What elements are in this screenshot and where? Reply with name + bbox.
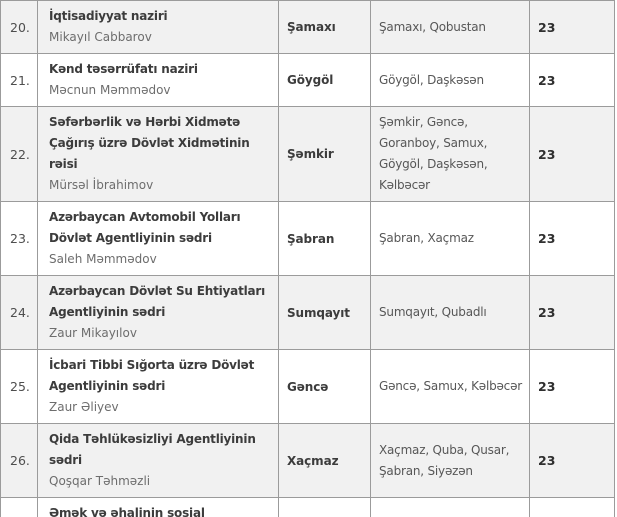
official-cell: Azərbaycan Avtomobil Yolları Dövlət Agen… xyxy=(37,201,279,276)
official-title: İqtisadiyyat naziri xyxy=(49,9,168,23)
official-name: Mikayıl Cabbarov xyxy=(49,30,152,44)
coverage-cell: Xaçmaz, Quba, Qusar, Şabran, Siyəzən xyxy=(370,423,530,498)
region-cell: Sumqayıt xyxy=(278,275,371,350)
table-row: 24. Azərbaycan Dövlət Su Ehtiyatları Age… xyxy=(0,275,615,350)
count-cell: 23 xyxy=(529,0,615,54)
row-number: 26. xyxy=(0,423,38,498)
official-name: Saleh Məmmədov xyxy=(49,252,157,266)
row-number: 21. xyxy=(0,53,38,107)
row-number: 23. xyxy=(0,201,38,276)
coverage-cell: Göygöl, Daşkəsən xyxy=(370,53,530,107)
official-title: İcbari Tibbi Sığorta üzrə Dövlət Agentli… xyxy=(49,358,255,393)
table-row: 25. İcbari Tibbi Sığorta üzrə Dövlət Age… xyxy=(0,349,615,424)
count-cell: 23 xyxy=(529,349,615,424)
official-name: Qoşqar Təhməzli xyxy=(49,474,151,488)
region-cell: Şamaxı xyxy=(278,0,371,54)
count-cell: 23 xyxy=(529,53,615,107)
coverage-cell: Şabran, Xaçmaz xyxy=(370,201,530,276)
official-title: Əmək və əhalinin sosial müdafiəsi naziri xyxy=(49,506,205,517)
official-title: Azərbaycan Dövlət Su Ehtiyatları Agentli… xyxy=(49,284,266,319)
official-cell: Səfərbərlik və Hərbi Xidmətə Çağırış üzr… xyxy=(37,106,279,202)
official-cell: Əmək və əhalinin sosial müdafiəsi naziri… xyxy=(37,497,279,517)
row-number: 22. xyxy=(0,106,38,202)
count-cell: 23 xyxy=(529,106,615,202)
count-cell: 23 xyxy=(529,423,615,498)
official-name: Zaur Mikayılov xyxy=(49,326,137,340)
official-cell: Kənd təsərrüfatı naziri Məcnun Məmmədov xyxy=(37,53,279,107)
coverage-cell: Salyan, Neftçala xyxy=(370,497,530,517)
row-number: 27. xyxy=(0,497,38,517)
table-row: 27. Əmək və əhalinin sosial müdafiəsi na… xyxy=(0,497,615,517)
table-row: 21. Kənd təsərrüfatı naziri Məcnun Məmmə… xyxy=(0,53,615,107)
official-title: Səfərbərlik və Hərbi Xidmətə Çağırış üzr… xyxy=(49,115,250,171)
official-cell: Azərbaycan Dövlət Su Ehtiyatları Agentli… xyxy=(37,275,279,350)
region-cell: Şəmkir xyxy=(278,106,371,202)
region-cell: Göygöl xyxy=(278,53,371,107)
table-row: 20. İqtisadiyyat naziri Mikayıl Cabbarov… xyxy=(0,0,615,54)
table-row: 23. Azərbaycan Avtomobil Yolları Dövlət … xyxy=(0,201,615,276)
region-cell: Gəncə xyxy=(278,349,371,424)
row-number: 20. xyxy=(0,0,38,54)
region-cell: Salyan xyxy=(278,497,371,517)
coverage-cell: Gəncə, Samux, Kəlbəcər xyxy=(370,349,530,424)
row-number: 24. xyxy=(0,275,38,350)
official-title: Qida Təhlükəsizliyi Agentliyinin sədri xyxy=(49,432,256,467)
official-title: Kənd təsərrüfatı naziri xyxy=(49,62,198,76)
count-cell: 25 xyxy=(529,497,615,517)
official-cell: İqtisadiyyat naziri Mikayıl Cabbarov xyxy=(37,0,279,54)
count-cell: 23 xyxy=(529,201,615,276)
region-cell: Şabran xyxy=(278,201,371,276)
official-name: Mürsəl İbrahimov xyxy=(49,178,154,192)
official-name: Məcnun Məmmədov xyxy=(49,83,171,97)
table-row: 22. Səfərbərlik və Hərbi Xidmətə Çağırış… xyxy=(0,106,615,202)
coverage-cell: Sumqayıt, Qubadlı xyxy=(370,275,530,350)
official-name: Zaur Əliyev xyxy=(49,400,119,414)
coverage-cell: Şamaxı, Qobustan xyxy=(370,0,530,54)
official-title: Azərbaycan Avtomobil Yolları Dövlət Agen… xyxy=(49,210,241,245)
official-cell: Qida Təhlükəsizliyi Agentliyinin sədri Q… xyxy=(37,423,279,498)
row-number: 25. xyxy=(0,349,38,424)
coverage-cell: Şəmkir, Gəncə, Goranboy, Samux, Göygöl, … xyxy=(370,106,530,202)
region-cell: Xaçmaz xyxy=(278,423,371,498)
official-cell: İcbari Tibbi Sığorta üzrə Dövlət Agentli… xyxy=(37,349,279,424)
count-cell: 23 xyxy=(529,275,615,350)
table-row: 26. Qida Təhlükəsizliyi Agentliyinin səd… xyxy=(0,423,615,498)
